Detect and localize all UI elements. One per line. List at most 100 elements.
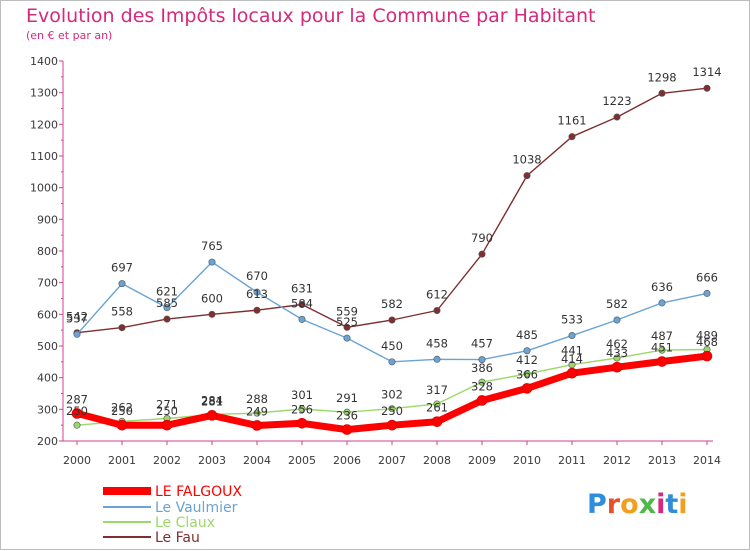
data-point [251, 420, 263, 431]
data-label: 612 [426, 288, 448, 302]
y-tick-label: 600 [37, 308, 58, 321]
y-tick-label: 300 [37, 403, 58, 416]
x-tick-label: 2014 [693, 454, 721, 467]
data-point [388, 316, 396, 324]
data-label: 468 [696, 335, 718, 349]
data-label: 414 [561, 352, 583, 366]
chart-title: Evolution des Impôts locaux pour la Comm… [26, 5, 596, 27]
data-point [253, 306, 261, 314]
data-label: 600 [201, 291, 223, 305]
data-point [73, 421, 81, 429]
data-point [341, 424, 353, 435]
data-point [568, 332, 576, 340]
data-point [296, 417, 308, 429]
data-label: 487 [651, 329, 673, 343]
data-label: 525 [336, 315, 358, 329]
logo-letter: o [620, 489, 639, 520]
data-label: 542 [66, 310, 88, 324]
data-point [568, 361, 576, 369]
data-point [703, 84, 711, 92]
y-tick-label: 700 [37, 277, 58, 290]
data-label: 261 [426, 401, 448, 415]
y-tick-label: 800 [37, 245, 58, 258]
data-point [658, 346, 666, 354]
y-tick-label: 200 [37, 435, 58, 448]
data-point [298, 315, 306, 323]
data-label: 301 [291, 388, 313, 402]
data-point [161, 419, 173, 431]
data-point [566, 367, 578, 379]
logo-letter: P [587, 489, 607, 520]
legend-label: Le Claux [155, 515, 215, 531]
data-label: 386 [471, 361, 493, 375]
data-label: 1161 [557, 114, 586, 128]
y-tick-label: 400 [37, 372, 58, 385]
y-tick-label: 1400 [30, 55, 58, 68]
x-tick-label: 2004 [243, 454, 271, 467]
data-label: 621 [156, 285, 178, 299]
data-point [613, 113, 621, 121]
y-tick-label: 1300 [30, 87, 58, 100]
data-point [388, 405, 396, 413]
data-label: 412 [516, 353, 538, 367]
data-label: 250 [66, 404, 88, 418]
x-tick-label: 2010 [513, 454, 541, 467]
data-point [73, 330, 81, 338]
x-tick-label: 2006 [333, 454, 361, 467]
logo-letter: i [678, 489, 688, 520]
data-label: 366 [516, 367, 538, 381]
data-point [523, 347, 531, 355]
data-point [71, 408, 83, 419]
data-label: 582 [381, 297, 403, 311]
data-point [613, 354, 621, 362]
data-point [701, 350, 713, 362]
x-tick-label: 2003 [198, 454, 226, 467]
data-label: 558 [111, 305, 133, 319]
data-label: 631 [291, 282, 313, 296]
data-point [431, 416, 443, 427]
data-point [523, 172, 531, 180]
x-tick-label: 2009 [468, 454, 496, 467]
x-tick-label: 2001 [108, 454, 136, 467]
legend-label: Le Vaulmier [155, 500, 238, 516]
data-label: 1038 [512, 153, 541, 167]
data-label: 262 [111, 400, 133, 414]
data-label: 697 [111, 261, 133, 275]
logo-letter: r [606, 489, 621, 520]
data-point [476, 395, 488, 406]
x-tick-label: 2000 [63, 454, 91, 467]
data-point [298, 405, 306, 413]
data-point [253, 409, 261, 417]
data-point [118, 280, 126, 288]
data-point [206, 410, 218, 421]
y-tick-label: 1100 [30, 150, 58, 163]
data-point [163, 304, 171, 312]
x-tick-label: 2002 [153, 454, 181, 467]
legend-label: Le Fau [155, 530, 200, 546]
data-point [433, 355, 441, 363]
data-point [613, 316, 621, 324]
data-label: 281 [201, 394, 223, 408]
data-point [568, 133, 576, 141]
y-tick-label: 900 [37, 213, 58, 226]
data-label: 271 [156, 398, 178, 412]
data-point [523, 370, 531, 378]
x-tick-label: 2013 [648, 454, 676, 467]
data-point [343, 323, 351, 331]
data-label: 765 [201, 239, 223, 253]
data-label: 328 [471, 379, 493, 393]
data-point [118, 324, 126, 332]
y-tick-label: 500 [37, 340, 58, 353]
x-tick-label: 2012 [603, 454, 631, 467]
data-label: 441 [561, 344, 583, 358]
data-label: 236 [336, 409, 358, 423]
legend-label: LE FALGOUX [155, 484, 242, 500]
data-label: 670 [246, 269, 268, 283]
x-tick-label: 2011 [558, 454, 586, 467]
chart-subtitle: (en € et par an) [26, 29, 113, 42]
x-tick-label: 2005 [288, 454, 316, 467]
data-point [253, 288, 261, 296]
logo-letter: i [656, 489, 666, 520]
